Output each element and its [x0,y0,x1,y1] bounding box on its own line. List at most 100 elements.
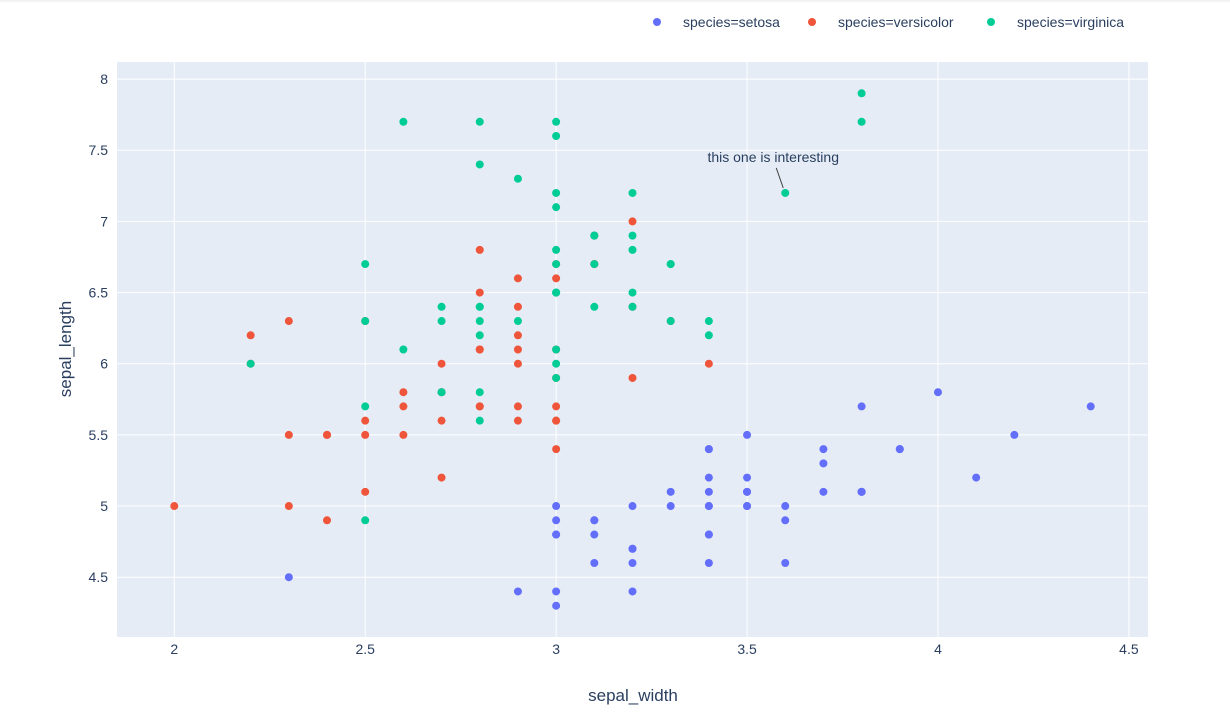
data-point [475,331,484,340]
legend-item[interactable]: species=setosa [653,14,780,30]
data-point [704,445,713,454]
x-tick-label: 2 [170,641,178,657]
y-tick-label: 6.5 [89,285,109,301]
legend[interactable]: species=setosa species=versicolor species=… [653,14,1124,30]
data-point [933,388,942,397]
data-point [819,487,828,496]
data-point [666,260,675,269]
data-point [628,245,637,254]
data-point [361,416,370,425]
data-point [284,317,293,326]
data-point [704,473,713,482]
series-0 [284,388,1095,610]
data-point [284,430,293,439]
data-point [323,430,332,439]
legend-marker [653,18,661,26]
data-point [475,317,484,326]
data-point [781,188,790,197]
data-point [323,516,332,525]
data-point [1086,402,1095,411]
data-point [513,587,522,596]
x-tick-label: 3.5 [737,641,757,657]
y-tick-label: 6 [100,356,108,372]
data-point [513,302,522,311]
legend-label: species=virginica [1017,14,1124,30]
data-point [475,388,484,397]
data-point [552,359,561,368]
data-point [552,587,561,596]
data-point [552,601,561,610]
plot-area [117,62,1148,637]
x-tick-label: 2.5 [355,641,375,657]
data-point [552,416,561,425]
data-point [781,558,790,567]
data-points [170,89,1095,610]
data-point [475,402,484,411]
data-point [513,331,522,340]
data-point [437,473,446,482]
data-point [513,174,522,183]
data-point [819,459,828,468]
data-point [552,260,561,269]
data-point [552,345,561,354]
data-point [552,188,561,197]
y-tick-label: 7 [100,213,108,229]
data-point [284,573,293,582]
data-point [781,502,790,511]
x-tick-label: 3 [552,641,560,657]
series-2 [246,89,866,525]
data-point [513,274,522,283]
data-point [552,245,561,254]
data-point [743,473,752,482]
data-point [972,473,981,482]
data-point [475,416,484,425]
data-point [552,402,561,411]
y-tick-label: 8 [100,71,108,87]
top-edge-shadow [0,0,1230,3]
legend-marker [987,18,995,26]
data-point [704,359,713,368]
data-point [552,373,561,382]
data-point [399,430,408,439]
data-point [704,530,713,539]
annotations: this one is interesting [707,149,839,189]
legend-marker [808,18,816,26]
data-point [513,345,522,354]
data-point [361,260,370,269]
data-point [704,502,713,511]
data-point [704,558,713,567]
x-axis-label: sepal_width [588,686,678,705]
annotation-text: this one is interesting [707,149,839,165]
x-tick-label: 4 [934,641,942,657]
annotation-arrow [775,167,784,189]
data-point [628,217,637,226]
data-point [437,416,446,425]
data-point [552,132,561,141]
data-point [590,302,599,311]
data-point [704,317,713,326]
data-point [628,302,637,311]
y-tick-label: 7.5 [89,142,109,158]
data-point [513,416,522,425]
data-point [361,317,370,326]
y-axis-ticks: 4.5 5 5.5 6 6.5 7 7.5 8 [89,71,109,585]
legend-label: species=versicolor [838,14,954,30]
data-point [628,558,637,567]
data-point [475,302,484,311]
data-point [399,117,408,126]
data-point [170,502,179,511]
legend-item[interactable]: species=versicolor [808,14,954,30]
legend-item[interactable]: species=virginica [987,14,1124,30]
data-point [628,544,637,553]
data-point [552,530,561,539]
data-point [361,402,370,411]
data-point [552,274,561,283]
data-point [399,388,408,397]
data-point [475,117,484,126]
data-point [399,402,408,411]
data-point [361,487,370,496]
data-point [246,359,255,368]
data-point [628,231,637,240]
y-tick-label: 4.5 [89,569,109,585]
data-point [361,516,370,525]
